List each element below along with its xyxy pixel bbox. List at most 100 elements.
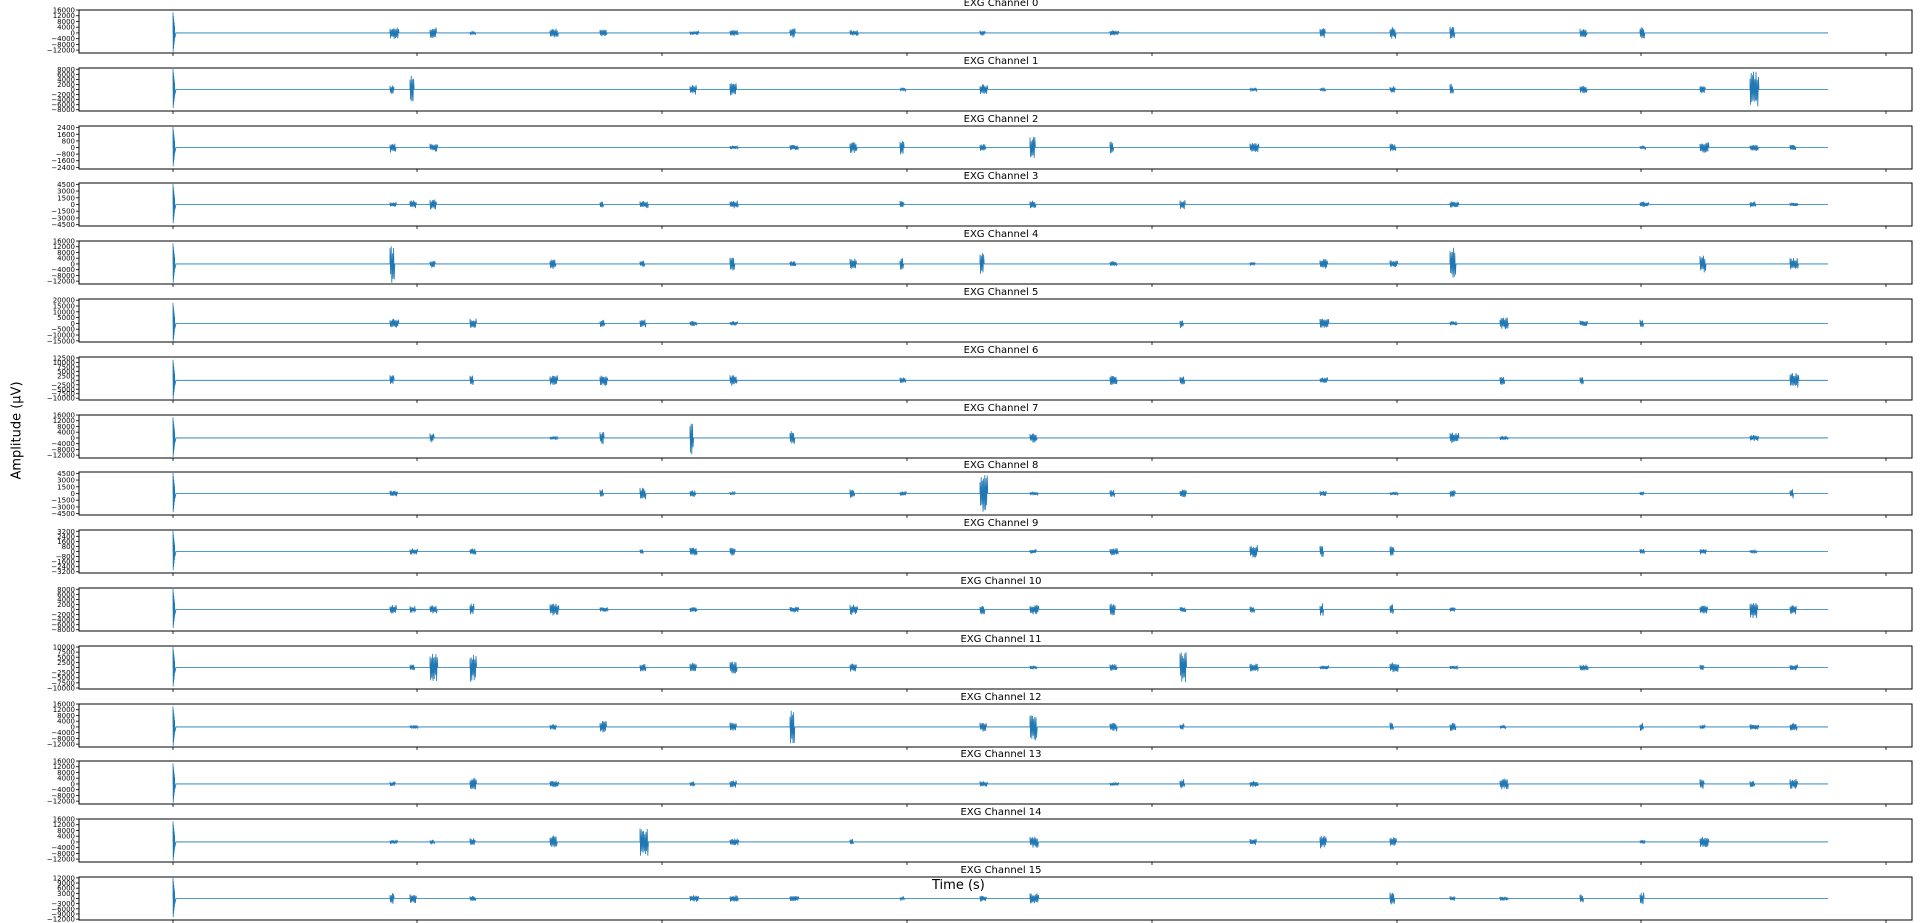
y-tick-label: −3000 <box>51 900 75 908</box>
y-tick-label: 10000 <box>53 308 75 316</box>
channel-7-axes: EXG Channel 7 1600012000800040000−4000−80… <box>47 403 1913 461</box>
y-tick-label: −7500 <box>51 390 75 398</box>
y-tick-label: 4000 <box>57 24 75 32</box>
y-tick-label: −8000 <box>51 446 75 454</box>
y-tick-label: 1500 <box>57 194 75 202</box>
y-tick-label: 1600 <box>57 131 75 139</box>
y-tick-label: −6000 <box>51 621 75 629</box>
y-tick-label: 12000 <box>53 417 75 425</box>
y-tick-label: 8000 <box>57 712 75 720</box>
y-tick-label: −1600 <box>51 558 75 566</box>
y-tick-label: 0 <box>71 86 75 94</box>
channel-11-signal <box>172 646 1828 687</box>
y-tick-label: −8000 <box>51 792 75 800</box>
y-tick-label: 4000 <box>57 255 75 263</box>
channel-title: EXG Channel 3 <box>964 171 1039 182</box>
channel-10-signal <box>172 588 1828 629</box>
y-tick-label: 0 <box>71 895 75 903</box>
y-tick-label: 16000 <box>53 758 75 766</box>
y-tick-label: 16000 <box>53 412 75 420</box>
y-tick-label: 16000 <box>53 816 75 824</box>
channel-14-signal <box>172 821 1828 861</box>
channel-15-signal <box>172 877 1828 918</box>
y-tick-label: 8000 <box>57 586 75 594</box>
y-tick-label: −4000 <box>51 844 75 852</box>
axes-frame <box>78 818 1913 863</box>
channel-12-axes: EXG Channel 12 1600012000800040000−4000−8… <box>47 692 1913 750</box>
y-tick-label: −8000 <box>51 272 75 280</box>
channel-6-signal <box>172 359 1828 400</box>
channel-4-axes: EXG Channel 4 1600012000800040000−4000−80… <box>47 229 1913 287</box>
y-tick-label: −6000 <box>51 905 75 913</box>
y-tick-label: 16000 <box>53 238 75 246</box>
y-tick-label: 6000 <box>57 885 75 893</box>
y-tick-label: 4000 <box>57 596 75 604</box>
y-tick-label: 800 <box>62 543 75 551</box>
y-tick-label: −9000 <box>51 910 75 918</box>
y-tick-label: −7500 <box>51 679 75 687</box>
y-tick-label: 15000 <box>53 302 75 310</box>
y-tick-label: −8000 <box>51 626 75 634</box>
y-axis-label: Amplitude (µV) <box>9 380 25 480</box>
y-tick-label: 4000 <box>57 775 75 783</box>
axes-frame <box>78 760 1913 805</box>
y-tick-label: 0 <box>71 260 75 268</box>
channel-title: EXG Channel 8 <box>964 460 1039 471</box>
y-tick-label: 0 <box>71 144 75 152</box>
y-tick-label: 2500 <box>57 372 75 380</box>
channel-12-signal <box>172 706 1828 746</box>
y-tick-label: 5000 <box>57 654 75 662</box>
y-tick-label: 12000 <box>53 874 75 882</box>
channel-title: EXG Channel 5 <box>964 287 1039 298</box>
channel-1-signal <box>172 68 1828 109</box>
y-tick-label: −4500 <box>51 510 75 518</box>
channel-11-axes: EXG Channel 11 100007500500025000−2500−50… <box>47 634 1913 692</box>
y-tick-label: −2400 <box>51 164 75 172</box>
channel-8-signal <box>172 472 1828 513</box>
channel-8-axes: EXG Channel 8 4500300015000−1500−3000−450… <box>51 460 1913 518</box>
y-tick-label: −4000 <box>51 96 75 104</box>
y-tick-label: 1600 <box>57 538 75 546</box>
y-tick-label: 7500 <box>57 649 75 657</box>
y-tick-label: −4000 <box>51 266 75 274</box>
y-tick-label: 4000 <box>57 833 75 841</box>
y-tick-label: −3000 <box>51 503 75 511</box>
y-tick-label: −5000 <box>51 674 75 682</box>
channel-title: EXG Channel 15 <box>960 865 1041 876</box>
y-tick-label: −3000 <box>51 214 75 222</box>
y-tick-label: 3000 <box>57 477 75 485</box>
y-tick-label: −1500 <box>51 208 75 216</box>
channel-1-axes: EXG Channel 1 80006000400020000−2000−4000… <box>51 56 1913 114</box>
y-tick-label: −4000 <box>51 616 75 624</box>
y-tick-label: 2000 <box>57 81 75 89</box>
y-tick-label: 8000 <box>57 18 75 26</box>
y-tick-label: 2500 <box>57 659 75 667</box>
y-tick-label: −12000 <box>47 47 75 55</box>
channel-title: EXG Channel 9 <box>964 518 1039 529</box>
y-tick-label: −4500 <box>51 221 75 229</box>
y-tick-label: −1600 <box>51 157 75 165</box>
channel-title: EXG Channel 14 <box>960 807 1041 818</box>
y-tick-label: −4000 <box>51 35 75 43</box>
y-tick-label: −10000 <box>47 684 75 692</box>
y-tick-label: −1500 <box>51 497 75 505</box>
y-tick-label: −2000 <box>51 91 75 99</box>
y-tick-label: 16000 <box>53 701 75 709</box>
channel-9-signal <box>172 530 1828 571</box>
y-tick-label: 8000 <box>57 769 75 777</box>
channel-5-axes: EXG Channel 520000150001000050000−5000−1… <box>47 287 1913 345</box>
axes-frame <box>78 703 1913 748</box>
channel-3-signal <box>172 183 1828 224</box>
y-tick-label: 0 <box>71 664 75 672</box>
channel-13-signal <box>172 763 1828 803</box>
y-tick-label: 12000 <box>53 243 75 251</box>
y-tick-label: 800 <box>62 137 75 145</box>
y-tick-label: 8000 <box>57 827 75 835</box>
y-tick-label: 1500 <box>57 483 75 491</box>
y-tick-label: −800 <box>56 151 75 159</box>
channel-3-axes: EXG Channel 3 4500300015000−1500−3000−450… <box>51 171 1913 229</box>
y-tick-label: 8000 <box>57 249 75 257</box>
y-tick-label: 12000 <box>53 12 75 20</box>
y-tick-label: −12000 <box>47 741 75 749</box>
